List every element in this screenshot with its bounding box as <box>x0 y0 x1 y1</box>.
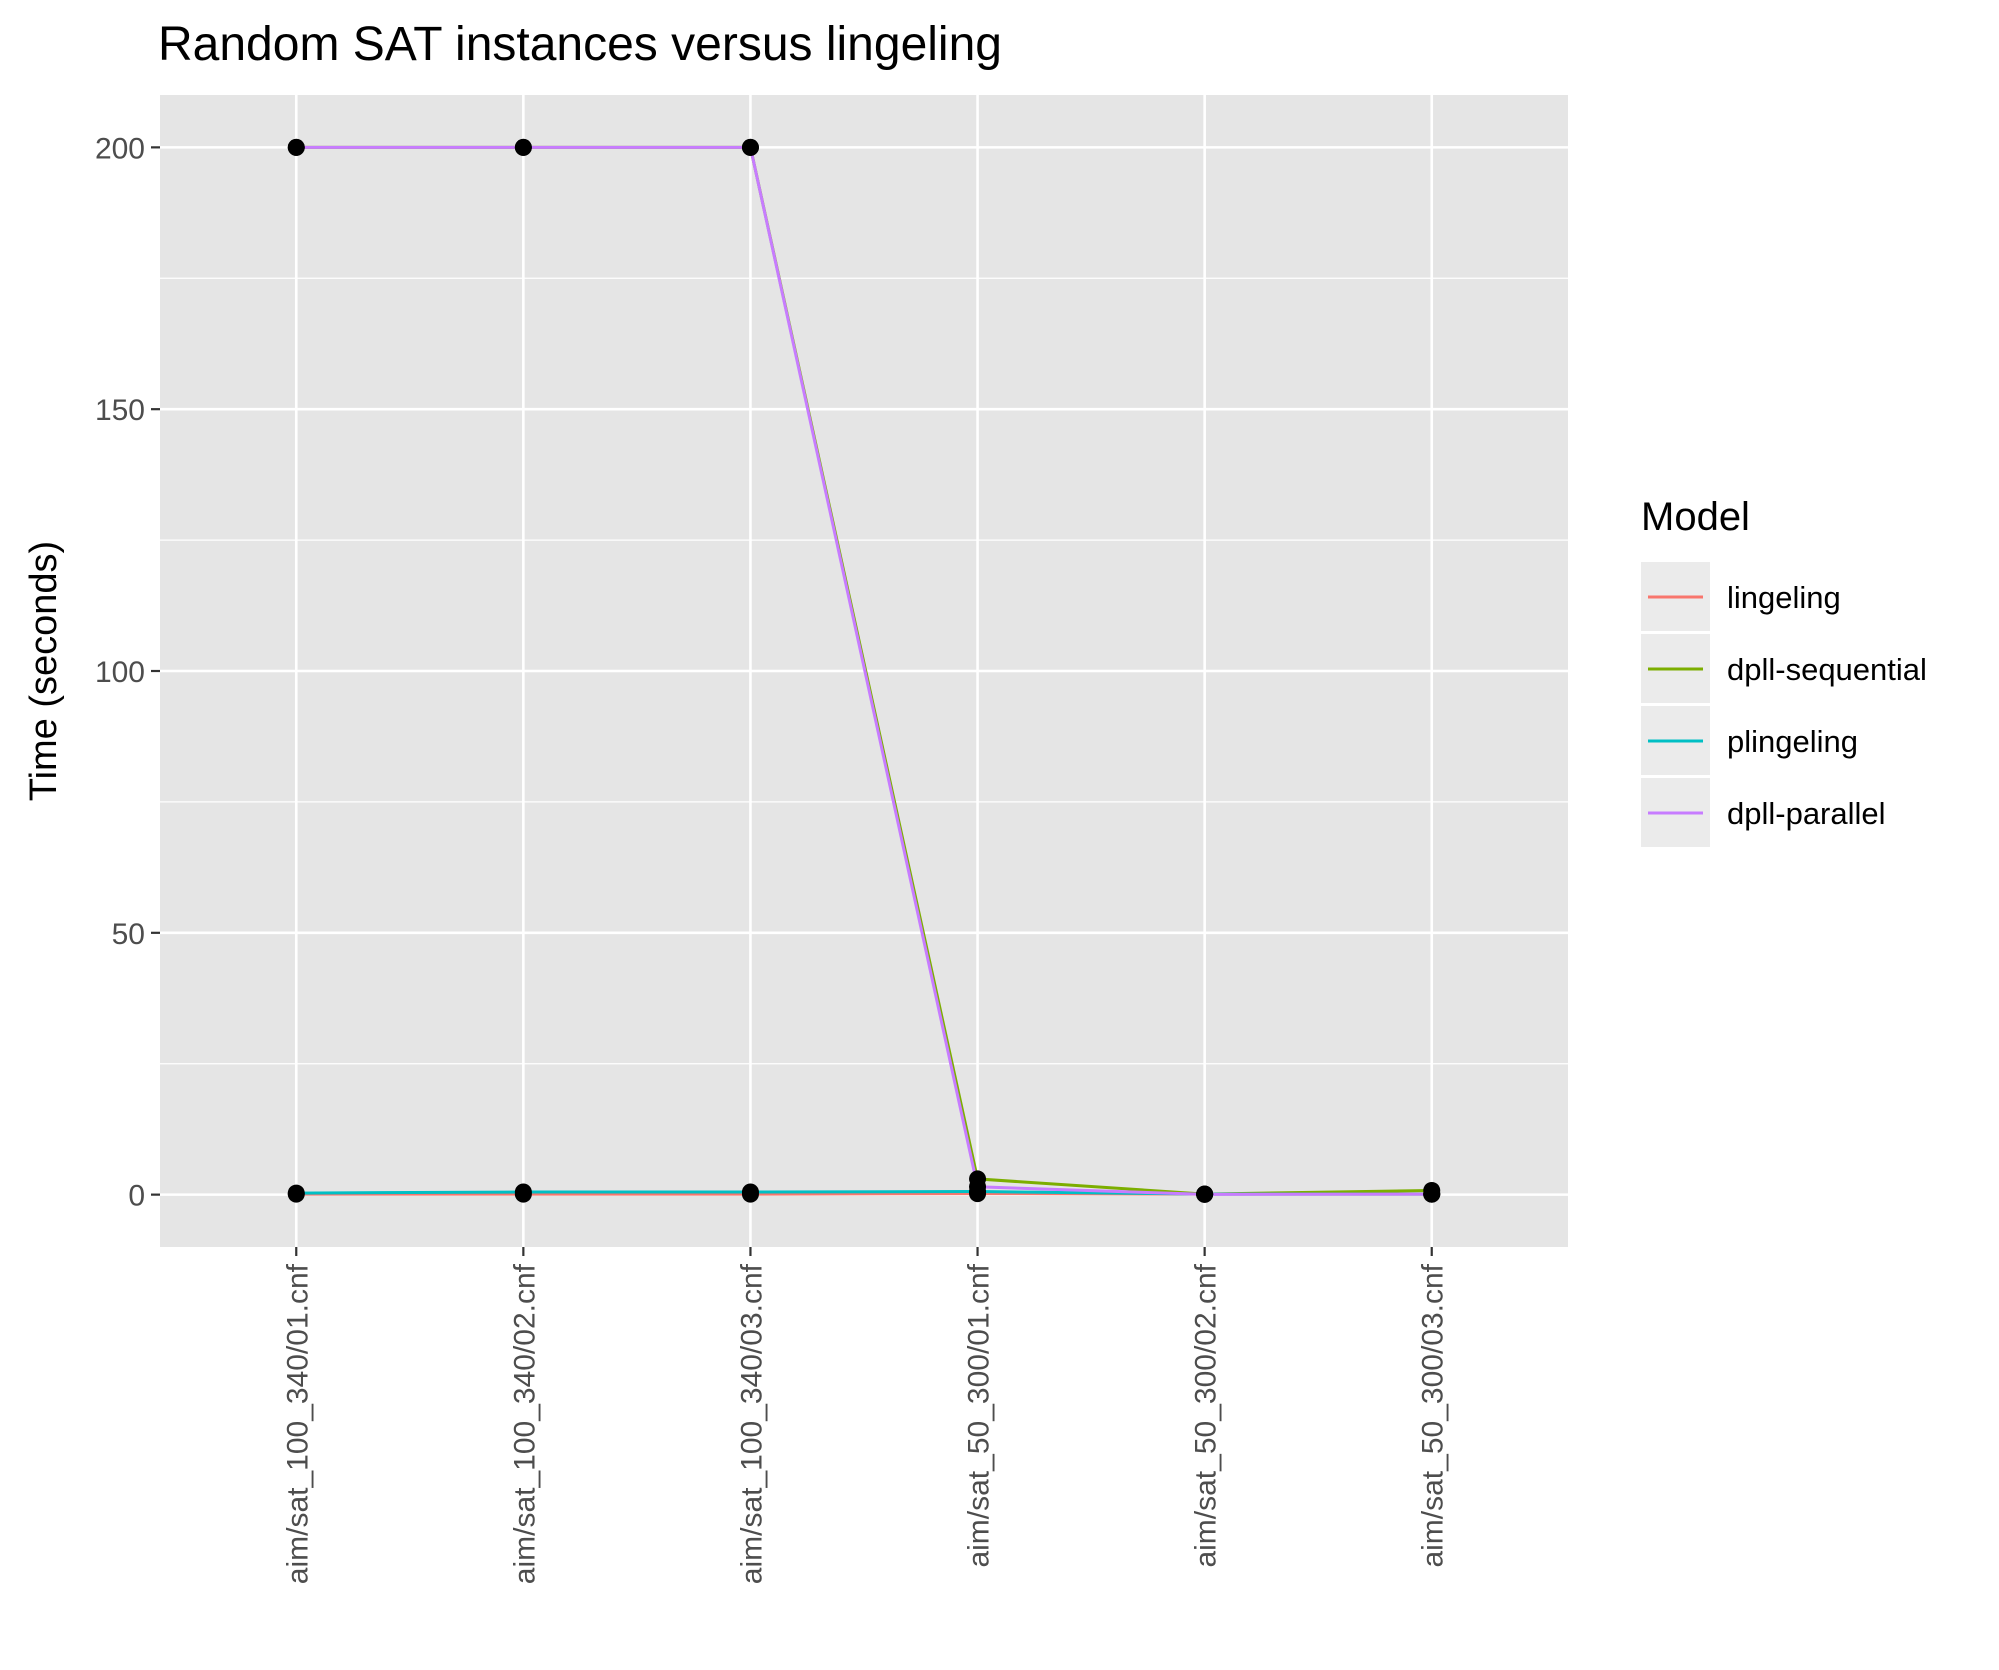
data-point-dpll-parallel <box>287 138 305 156</box>
x-tick-label: aim/sat_50_300/01.cnf <box>963 1263 996 1567</box>
legend-label-dpll-parallel: dpll-parallel <box>1727 796 1886 831</box>
series-lines <box>296 145 1432 1196</box>
x-tick-label: aim/sat_100_340/01.cnf <box>281 1263 314 1584</box>
data-point-dpll-parallel <box>969 1178 987 1196</box>
x-axis: aim/sat_100_340/01.cnf aim/sat_100_340/02… <box>281 1247 1450 1584</box>
x-tick-label: aim/sat_50_300/02.cnf <box>1190 1263 1223 1567</box>
data-point-plingeling <box>514 1183 532 1201</box>
series-line-dpll-parallel <box>296 145 1432 1196</box>
data-point-dpll-parallel <box>1423 1185 1441 1203</box>
data-point-dpll-parallel <box>514 138 532 156</box>
legend-title: Model <box>1641 495 1750 539</box>
x-tick-label: aim/sat_50_300/03.cnf <box>1417 1263 1450 1567</box>
y-axis-title: Time (seconds) <box>23 541 65 801</box>
y-tick-label: 200 <box>95 132 145 165</box>
y-tick-label: 50 <box>112 918 145 951</box>
data-point-dpll-parallel <box>1196 1185 1214 1203</box>
data-point-plingeling <box>741 1183 759 1201</box>
y-tick-label: 100 <box>95 656 145 689</box>
legend-label-dpll-sequential: dpll-sequential <box>1727 652 1927 687</box>
y-axis: 0 50 100 150 200 <box>95 132 160 1213</box>
data-point-plingeling <box>287 1184 305 1202</box>
data-point-dpll-parallel <box>741 138 759 156</box>
x-tick-label: aim/sat_100_340/02.cnf <box>508 1263 541 1584</box>
grid-minor <box>160 277 1568 1065</box>
x-tick-label: aim/sat_100_340/03.cnf <box>735 1263 768 1584</box>
chart-title: Random SAT instances versus lingeling <box>158 18 1002 71</box>
data-points <box>287 138 1441 1203</box>
y-tick-label: 0 <box>128 1180 145 1213</box>
legend: Model lingeling dpll-sequential plingeling… <box>1641 495 1927 847</box>
legend-label-lingeling: lingeling <box>1727 580 1841 615</box>
legend-label-plingeling: plingeling <box>1727 724 1858 759</box>
y-tick-label: 150 <box>95 394 145 427</box>
